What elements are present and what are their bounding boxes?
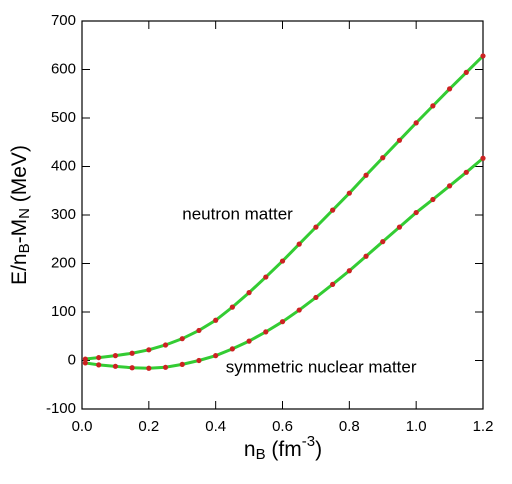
y-tick-label: 0 bbox=[68, 351, 76, 368]
point bbox=[82, 360, 88, 366]
point bbox=[213, 353, 219, 359]
point bbox=[330, 207, 336, 213]
y-tick-label: 600 bbox=[51, 60, 76, 77]
point bbox=[363, 253, 369, 259]
x-label-part: n bbox=[244, 438, 256, 461]
y-tick-label: 500 bbox=[51, 109, 76, 126]
point bbox=[380, 239, 386, 245]
point bbox=[82, 356, 88, 362]
point bbox=[112, 353, 119, 359]
point bbox=[279, 258, 286, 264]
point bbox=[146, 365, 152, 371]
point bbox=[296, 307, 302, 313]
point bbox=[129, 365, 135, 371]
series-line bbox=[85, 157, 484, 370]
point bbox=[313, 294, 319, 301]
point bbox=[96, 354, 102, 361]
point bbox=[413, 209, 419, 216]
x-label-part: B bbox=[256, 446, 266, 463]
y-tick-label: 700 bbox=[51, 12, 76, 29]
y-tick-label: 300 bbox=[51, 206, 76, 223]
point bbox=[196, 327, 202, 334]
x-label-part: (fm bbox=[266, 438, 302, 461]
x-tick-label: 0.4 bbox=[205, 418, 226, 435]
y-tick-label: -100 bbox=[46, 400, 76, 417]
point bbox=[313, 224, 319, 230]
point bbox=[263, 274, 269, 280]
y-tick-label: 100 bbox=[51, 303, 76, 320]
point bbox=[229, 346, 235, 352]
y-tick-label: 400 bbox=[51, 157, 76, 174]
annotation: neutron matter bbox=[182, 204, 293, 223]
point bbox=[463, 169, 469, 175]
point bbox=[296, 241, 302, 247]
point bbox=[396, 224, 403, 230]
y-label-part: B bbox=[16, 243, 33, 253]
point bbox=[463, 69, 469, 76]
y-axis-label: E/nB-MN (MeV) bbox=[8, 145, 33, 285]
point bbox=[380, 155, 386, 161]
x-label-part: ) bbox=[315, 438, 322, 461]
point bbox=[229, 304, 235, 310]
point bbox=[263, 329, 269, 335]
point bbox=[446, 183, 453, 189]
y-label-part: E/n bbox=[8, 253, 31, 285]
point bbox=[346, 268, 352, 274]
point bbox=[213, 317, 219, 323]
x-tick-label: 1.0 bbox=[406, 418, 427, 435]
x-axis-label: nB (fm-3) bbox=[244, 433, 322, 463]
point bbox=[396, 137, 403, 143]
point bbox=[179, 361, 185, 367]
point bbox=[146, 347, 152, 353]
point bbox=[330, 281, 336, 287]
x-tick-label: 0.0 bbox=[72, 418, 93, 435]
point bbox=[196, 357, 202, 364]
x-label-part: -3 bbox=[302, 433, 315, 450]
point bbox=[112, 363, 119, 369]
point bbox=[179, 336, 185, 342]
y-label-part: N bbox=[16, 208, 33, 219]
y-label-part: -M bbox=[8, 219, 31, 244]
y-label-part: (MeV) bbox=[8, 145, 31, 208]
point bbox=[129, 350, 135, 356]
x-tick-label: 0.6 bbox=[272, 418, 293, 435]
point bbox=[346, 190, 352, 196]
point bbox=[246, 290, 252, 296]
point bbox=[480, 155, 486, 161]
x-tick-label: 0.8 bbox=[339, 418, 360, 435]
point bbox=[413, 120, 419, 126]
point bbox=[162, 342, 169, 348]
point bbox=[446, 86, 453, 92]
x-tick-label: 0.2 bbox=[138, 418, 159, 435]
point bbox=[162, 364, 169, 370]
point bbox=[246, 338, 252, 344]
point bbox=[430, 103, 436, 109]
y-tick-label: 200 bbox=[51, 254, 76, 271]
point bbox=[430, 196, 436, 203]
x-tick-label: 1.2 bbox=[473, 418, 494, 435]
point bbox=[279, 319, 286, 325]
point bbox=[96, 362, 102, 368]
annotation: symmetric nuclear matter bbox=[226, 357, 417, 376]
point bbox=[363, 172, 369, 178]
point bbox=[480, 53, 486, 59]
